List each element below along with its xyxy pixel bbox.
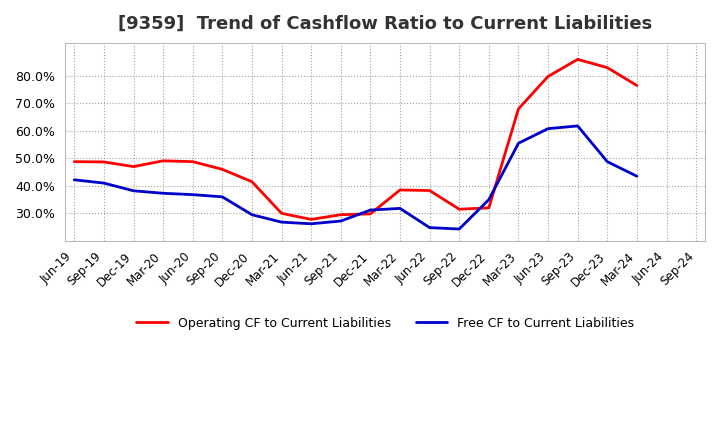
Free CF to Current Liabilities	[248, 212, 256, 217]
Free CF to Current Liabilities	[189, 192, 197, 197]
Operating CF to Current Liabilities	[455, 206, 464, 212]
Free CF to Current Liabilities	[99, 180, 108, 186]
Free CF to Current Liabilities	[336, 218, 345, 224]
Operating CF to Current Liabilities	[159, 158, 168, 164]
Operating CF to Current Liabilities	[366, 211, 374, 216]
Operating CF to Current Liabilities	[189, 159, 197, 164]
Operating CF to Current Liabilities	[544, 74, 552, 79]
Operating CF to Current Liabilities	[514, 106, 523, 111]
Free CF to Current Liabilities	[366, 207, 374, 213]
Operating CF to Current Liabilities	[248, 179, 256, 184]
Line: Free CF to Current Liabilities: Free CF to Current Liabilities	[74, 126, 637, 229]
Operating CF to Current Liabilities	[277, 211, 286, 216]
Operating CF to Current Liabilities	[485, 205, 493, 210]
Free CF to Current Liabilities	[218, 194, 227, 199]
Free CF to Current Liabilities	[514, 141, 523, 146]
Free CF to Current Liabilities	[485, 197, 493, 202]
Free CF to Current Liabilities	[573, 123, 582, 128]
Operating CF to Current Liabilities	[633, 83, 642, 88]
Legend: Operating CF to Current Liabilities, Free CF to Current Liabilities: Operating CF to Current Liabilities, Fre…	[130, 311, 640, 336]
Free CF to Current Liabilities	[633, 174, 642, 179]
Free CF to Current Liabilities	[70, 177, 78, 183]
Operating CF to Current Liabilities	[218, 167, 227, 172]
Operating CF to Current Liabilities	[307, 217, 315, 222]
Free CF to Current Liabilities	[277, 220, 286, 225]
Free CF to Current Liabilities	[544, 126, 552, 131]
Line: Operating CF to Current Liabilities: Operating CF to Current Liabilities	[74, 59, 637, 220]
Free CF to Current Liabilities	[426, 225, 434, 230]
Free CF to Current Liabilities	[455, 226, 464, 231]
Operating CF to Current Liabilities	[99, 159, 108, 165]
Free CF to Current Liabilities	[307, 221, 315, 227]
Operating CF to Current Liabilities	[396, 187, 405, 193]
Free CF to Current Liabilities	[159, 191, 168, 196]
Operating CF to Current Liabilities	[70, 159, 78, 164]
Operating CF to Current Liabilities	[336, 212, 345, 217]
Free CF to Current Liabilities	[129, 188, 138, 194]
Operating CF to Current Liabilities	[603, 65, 611, 70]
Free CF to Current Liabilities	[603, 159, 611, 164]
Operating CF to Current Liabilities	[426, 188, 434, 193]
Operating CF to Current Liabilities	[129, 164, 138, 169]
Title: [9359]  Trend of Cashflow Ratio to Current Liabilities: [9359] Trend of Cashflow Ratio to Curren…	[118, 15, 652, 33]
Operating CF to Current Liabilities	[573, 57, 582, 62]
Free CF to Current Liabilities	[396, 206, 405, 211]
